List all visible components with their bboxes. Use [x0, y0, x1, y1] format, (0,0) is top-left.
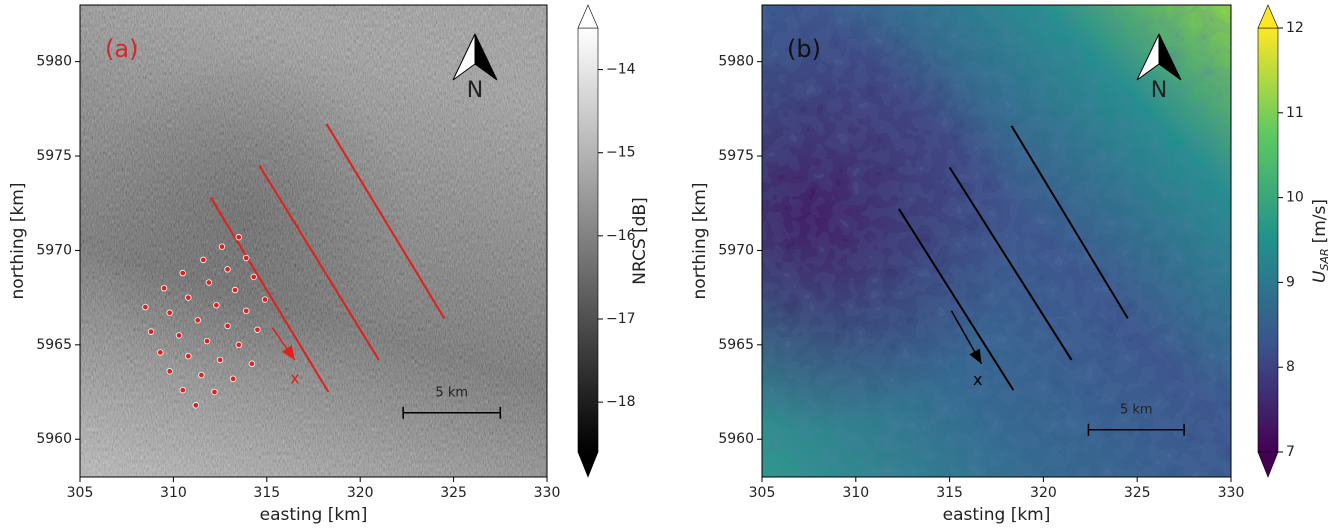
x-tick-label: 320 [1030, 485, 1057, 501]
turbine [219, 244, 225, 250]
y-axis-label: northing [km] [8, 183, 28, 300]
turbine [161, 285, 167, 291]
x-tick-label: 305 [749, 485, 776, 501]
colorbar-tick-label: −14 [606, 62, 636, 78]
x-axis-label: easting [km] [943, 505, 1051, 525]
arrow-label: x [290, 368, 299, 387]
x-tick-label: 325 [1124, 485, 1151, 501]
x-tick-label: 320 [347, 485, 374, 501]
x-tick-label: 330 [534, 485, 561, 501]
turbine [167, 310, 173, 316]
x-tick-label: 305 [67, 485, 94, 501]
x-tick-label: 325 [440, 485, 467, 501]
arrow-label: x [973, 370, 982, 389]
colorbar-tick-label: 12 [1286, 20, 1304, 36]
y-tick-label: 5975 [36, 148, 72, 164]
colorbar-label-symbol: U [1310, 270, 1330, 283]
y-tick-label: 5975 [718, 148, 754, 164]
colorbar-label-unit: [m/s] [1310, 199, 1330, 243]
turbine [225, 323, 231, 329]
turbine [236, 342, 242, 348]
north-label: N [467, 78, 483, 103]
y-axis-label: northing [km] [690, 183, 710, 300]
turbine [204, 338, 210, 344]
x-tick-label: 330 [1218, 485, 1245, 501]
colorbar-label: NRCS [dB] [630, 197, 650, 284]
turbine [251, 274, 257, 280]
x-tick-label: 315 [253, 485, 280, 501]
colorbar [1258, 28, 1278, 452]
turbine [167, 368, 173, 374]
turbine [230, 376, 236, 382]
figure: 305 310 315 320 325 330 5960 5965 5970 5975 5980 ea… [0, 0, 1334, 530]
y-tick-label: 5970 [718, 242, 754, 258]
colorbar [578, 28, 598, 452]
colorbar-tick-label: −18 [606, 394, 636, 410]
colorbar-tick-label: 8 [1286, 359, 1295, 375]
panel-label: (a) [105, 35, 138, 63]
colorbar-extend-max [578, 5, 598, 28]
turbine [180, 270, 186, 276]
x-tick-label: 315 [936, 485, 963, 501]
turbine [199, 372, 205, 378]
y-tick-label: 5970 [36, 242, 72, 258]
turbine [262, 297, 268, 303]
turbine [186, 353, 192, 359]
colorbar-label: USAR [m/s] [1310, 199, 1331, 283]
turbine [214, 302, 220, 308]
y-tick-label: 5980 [36, 54, 72, 70]
turbine [217, 357, 223, 363]
colorbar-tick-label: −15 [606, 145, 636, 161]
turbine [236, 234, 242, 240]
colorbar-tick-label: −17 [606, 311, 636, 327]
colorbar-tick-label: 7 [1286, 444, 1295, 460]
turbine [148, 329, 154, 335]
turbine [212, 389, 218, 395]
turbine [243, 308, 249, 314]
turbine [193, 402, 199, 408]
y-tick-label: 5960 [718, 431, 754, 447]
north-label: N [1151, 78, 1167, 103]
colorbar-label-subscript: SAR [1318, 248, 1331, 270]
y-tick-label: 5965 [718, 337, 754, 353]
scale-label: 5 km [1120, 402, 1153, 417]
turbine [249, 361, 255, 367]
turbine [180, 387, 186, 393]
sar-image [80, 5, 547, 477]
colorbar-extend-min [578, 452, 598, 477]
x-tick-label: 310 [842, 485, 869, 501]
y-tick-label: 5980 [718, 54, 754, 70]
y-tick-label: 5960 [36, 431, 72, 447]
panel-label: (b) [787, 35, 821, 63]
turbine [225, 267, 231, 273]
turbine [176, 333, 182, 339]
scale-label: 5 km [435, 385, 468, 400]
colorbar-extend-max [1258, 5, 1278, 28]
x-axis-label: easting [km] [260, 505, 368, 525]
turbine [143, 304, 149, 310]
turbine [158, 350, 164, 356]
turbine [200, 257, 206, 263]
colorbar-tick-label: 11 [1286, 105, 1304, 121]
turbine [195, 317, 201, 323]
turbine [232, 287, 238, 293]
colorbar-extend-min [1258, 452, 1278, 477]
turbine [243, 255, 249, 261]
colorbar-tick-label: 9 [1286, 274, 1295, 290]
y-tick-label: 5965 [36, 337, 72, 353]
turbine [255, 327, 261, 333]
turbine [186, 295, 192, 301]
colorbar-tick-label: 10 [1286, 190, 1304, 206]
x-tick-label: 310 [160, 485, 187, 501]
turbine [206, 280, 212, 286]
